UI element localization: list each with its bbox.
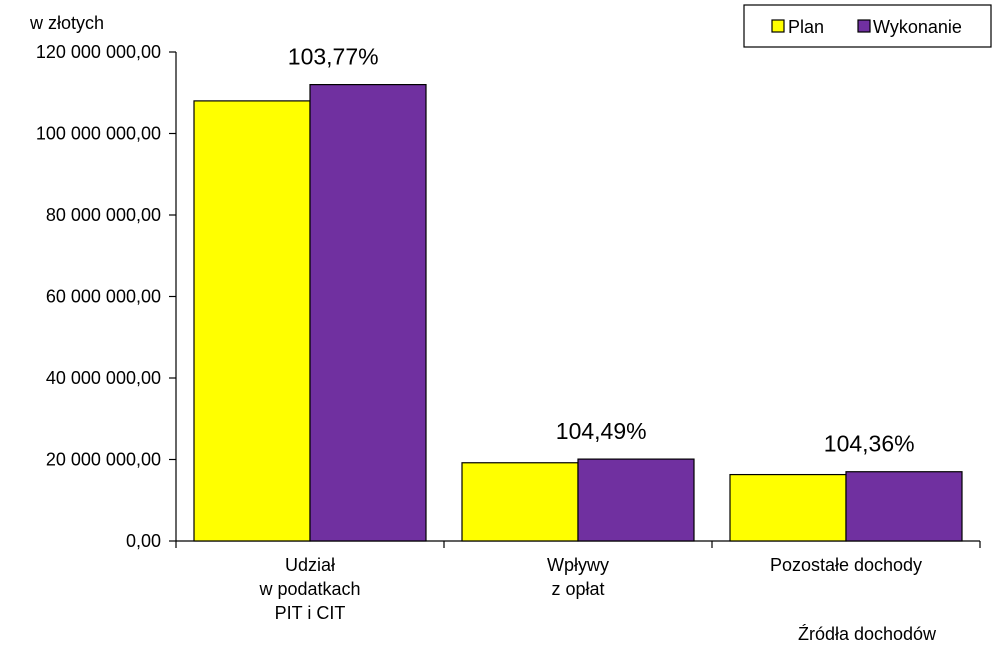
bar-wykonanie-1 xyxy=(577,458,695,542)
legend: Plan Wykonanie xyxy=(743,4,992,48)
bar-plan-0 xyxy=(193,100,311,542)
legend-swatch-plan xyxy=(771,19,785,33)
bars-group xyxy=(193,83,963,542)
x-axis-title: Źródła dochodów xyxy=(798,624,937,644)
category-labels-group: Udział w podatkach PIT i CIT Wpływy z opłat P… xyxy=(258,555,922,623)
y-tick-label: 40 000 000,00 xyxy=(46,368,161,388)
legend-label-plan: Plan xyxy=(788,17,824,37)
bar-plan-1 xyxy=(461,462,579,542)
data-label: 103,77% xyxy=(288,44,379,70)
y-tick-label: 80 000 000,00 xyxy=(46,205,161,225)
category-label: Pozostałe dochody xyxy=(770,555,922,575)
y-tick-label: 0,00 xyxy=(126,531,161,551)
y-tick-label: 120 000 000,00 xyxy=(36,42,161,62)
legend-label-wykonanie: Wykonanie xyxy=(873,17,962,37)
data-labels-group: 103,77% 104,49% 104,36% xyxy=(288,44,915,457)
category-label: Udział xyxy=(285,555,335,575)
category-label: w podatkach xyxy=(258,579,360,599)
category-label: PIT i CIT xyxy=(275,603,346,623)
y-tick-label: 100 000 000,00 xyxy=(36,124,161,144)
category-label: Wpływy xyxy=(547,555,609,575)
data-label: 104,36% xyxy=(824,431,915,457)
category-label: z opłat xyxy=(551,579,604,599)
y-axis-unit-label: w złotych xyxy=(29,13,104,33)
y-axis: 0,00 20 000 000,00 40 000 000,00 60 000 000… xyxy=(36,42,177,551)
bar-plan-2 xyxy=(729,473,847,542)
bar-wykonanie-0 xyxy=(309,83,427,542)
y-tick-label: 60 000 000,00 xyxy=(46,287,161,307)
y-tick-label: 20 000 000,00 xyxy=(46,450,161,470)
x-axis xyxy=(175,540,981,548)
data-label: 104,49% xyxy=(556,418,647,444)
legend-swatch-wykonanie xyxy=(857,19,871,33)
bar-wykonanie-2 xyxy=(845,471,963,542)
